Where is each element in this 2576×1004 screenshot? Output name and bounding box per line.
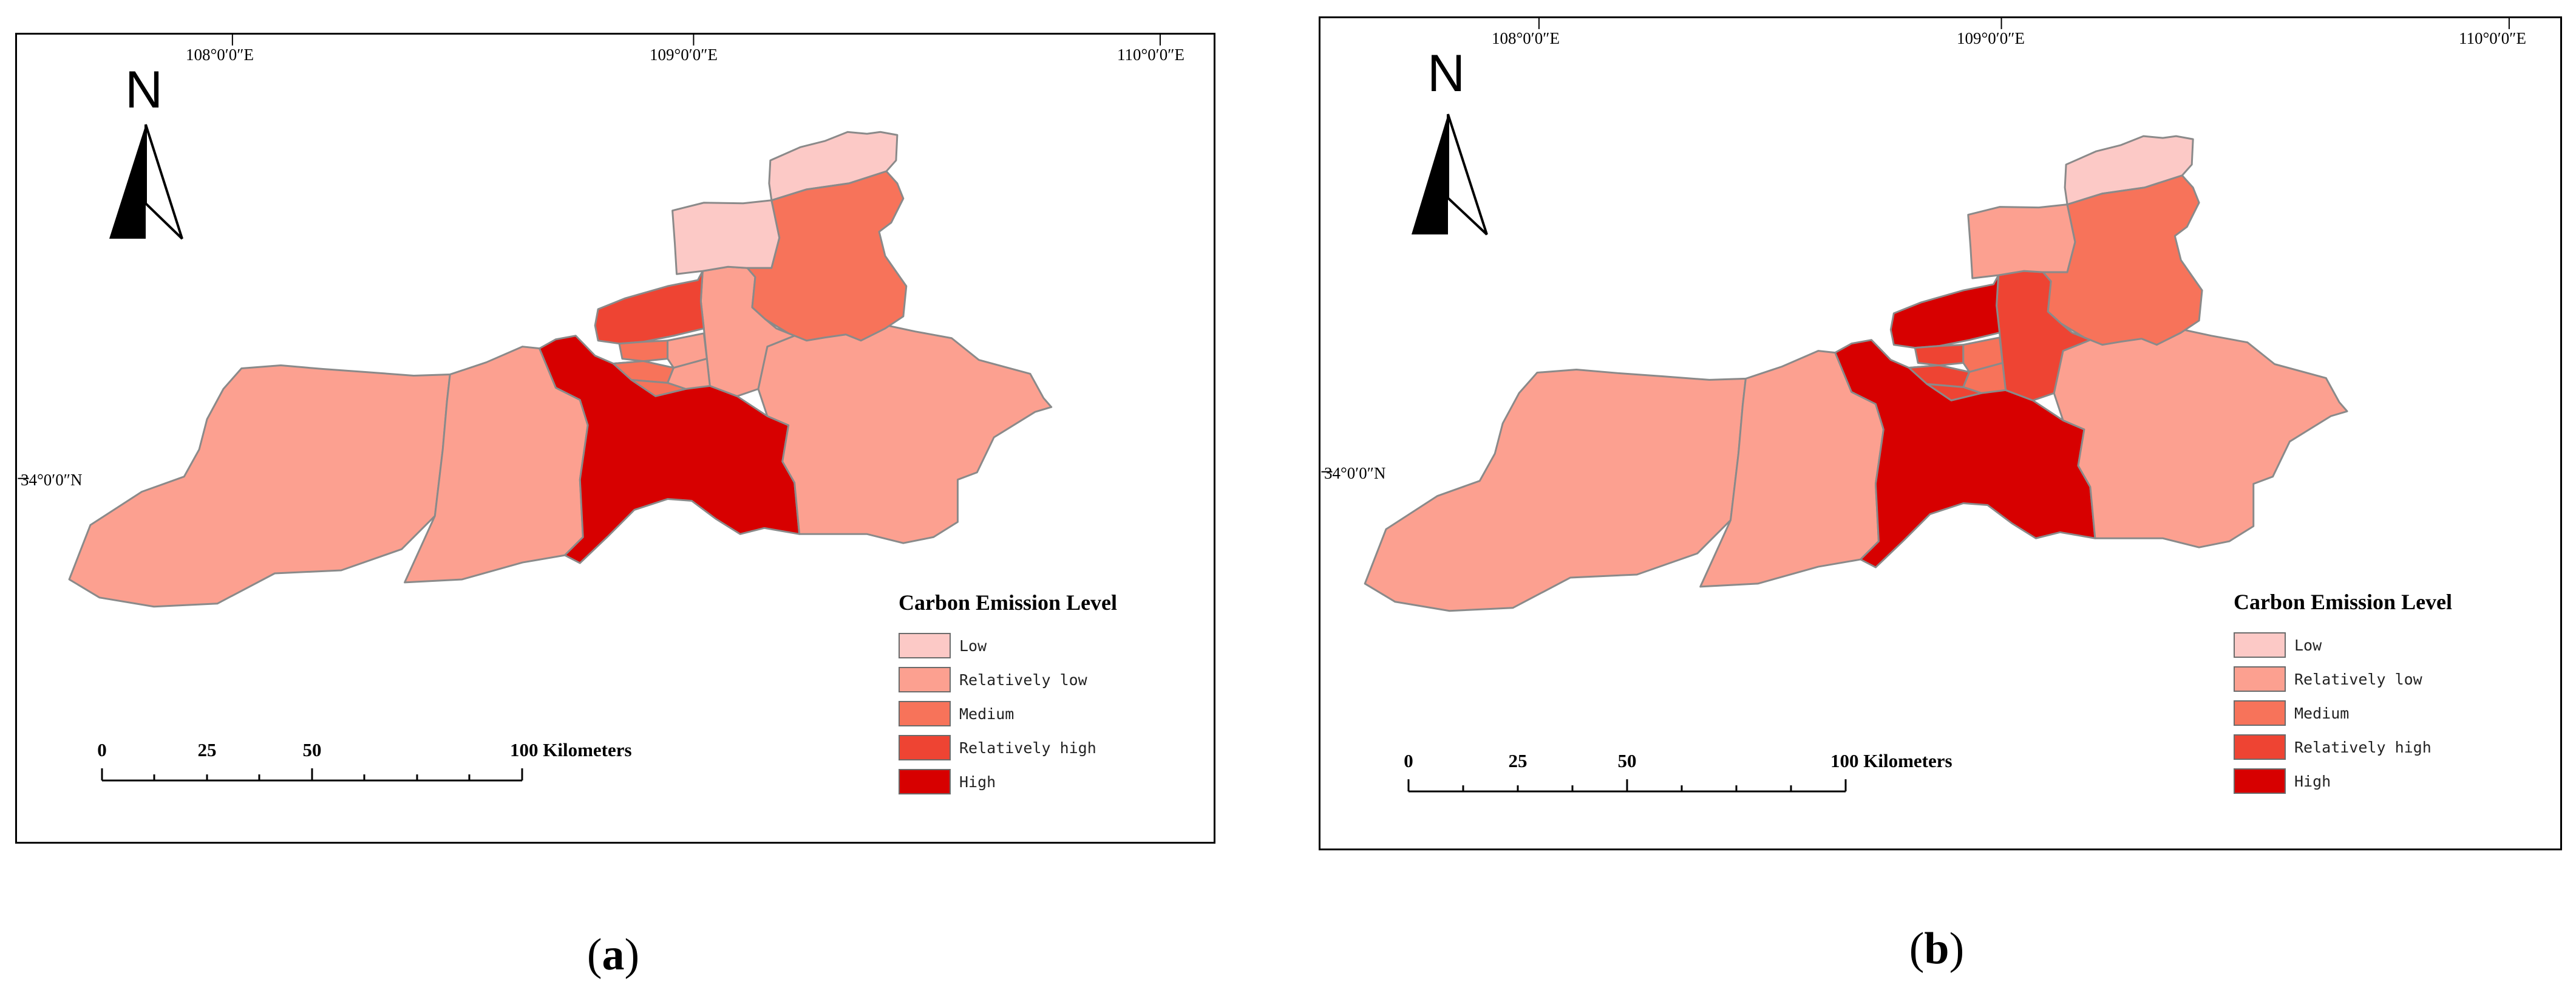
legend-label: Low (2294, 636, 2322, 654)
map-regions (68, 131, 1053, 608)
scale-label-25: 25 (197, 739, 217, 760)
region-city-core-5 (1926, 383, 1983, 401)
legend-item-relatively-high: Relatively high (899, 731, 1117, 765)
region-city-core-4 (1962, 362, 2007, 394)
legend-swatch-high (2234, 768, 2286, 794)
region-east-county (757, 321, 1053, 544)
map-panel-b: 108°0′0″E 109°0′0″E 110°0′0″E 34°0′0″N N… (1319, 16, 2562, 850)
scale-bar: 0 25 50 100 Kilometers (1404, 750, 1955, 799)
legend-item-medium: Medium (899, 697, 1117, 731)
legend-swatch-relatively-low (899, 667, 951, 692)
scale-label-100: 100 Kilometers (510, 739, 632, 760)
legend-item-relatively-low: Relatively low (2234, 662, 2452, 696)
region-north-low-district (1967, 203, 2076, 279)
legend-item-relatively-low: Relatively low (899, 663, 1117, 697)
north-arrow-icon (109, 124, 183, 240)
legend-title: Carbon Emission Level (899, 590, 1118, 615)
scale-bar-graphic (101, 768, 523, 782)
legend-swatch-high (899, 769, 951, 794)
map-panel-a: 108°0′0″E 109°0′0″E 110°0′0″E 34°0′0″N N… (15, 33, 1215, 844)
longitude-label-109: 109°0′0″E (1957, 29, 2025, 47)
legend-label: High (959, 773, 996, 791)
scale-label-50: 50 (1617, 750, 1637, 771)
region-city-core-1 (1914, 344, 1965, 366)
legend-label: High (2294, 772, 2331, 790)
legend-item-low: Low (2234, 628, 2452, 662)
region-north-west-district (594, 270, 705, 345)
legend-swatch-medium (899, 701, 951, 726)
longitude-label-108: 108°0′0″E (1492, 29, 1560, 47)
legend-item-high: High (2234, 764, 2452, 798)
scale-label-0: 0 (97, 739, 107, 760)
north-arrow-icon (1412, 114, 1488, 236)
legend-label: Relatively low (2294, 670, 2422, 688)
longitude-label-109: 109°0′0″E (650, 46, 718, 64)
legend-swatch-relatively-high (2234, 734, 2286, 760)
legend-item-low: Low (899, 629, 1117, 663)
region-north-west-district (1889, 274, 2001, 349)
north-arrow: N (1410, 44, 1492, 248)
longitude-label-110: 110°0′0″E (1117, 46, 1184, 64)
legend-swatch-low (2234, 632, 2286, 658)
scale-label-0: 0 (1404, 750, 1413, 771)
legend-label: Medium (2294, 704, 2350, 722)
north-label: N (125, 61, 163, 119)
region-city-core-4 (667, 358, 711, 390)
scale-label-50: 50 (302, 739, 322, 760)
latitude-label-34: 34°0′0″N (21, 471, 83, 489)
region-north-east-district (2042, 174, 2203, 346)
latitude-label-34: 34°0′0″N (1324, 464, 1386, 482)
legend-label: Low (959, 637, 987, 655)
legend-label: Relatively high (2294, 738, 2432, 756)
scale-bar-graphic (1407, 779, 1847, 793)
region-west-county (68, 364, 451, 608)
legend-item-medium: Medium (2234, 696, 2452, 730)
north-arrow: N (108, 61, 187, 252)
legend-swatch-low (899, 633, 951, 658)
scale-bar: 0 25 50 100 Kilometers (97, 739, 648, 788)
scale-label-25: 25 (1508, 750, 1528, 771)
region-west-county (1364, 368, 1747, 612)
legend-swatch-medium (2234, 700, 2286, 726)
region-city-core-5 (630, 378, 687, 397)
graticule-ticks (1321, 18, 2510, 473)
map-regions (1364, 135, 2348, 612)
legend: Carbon Emission Level Low Relatively low… (899, 590, 1117, 799)
graticule-ticks (18, 35, 1161, 479)
legend-label: Relatively low (959, 671, 1087, 689)
legend-item-relatively-high: Relatively high (2234, 730, 2452, 764)
longitude-label-108: 108°0′0″E (186, 46, 254, 64)
region-north-low-district (671, 199, 781, 275)
subfigure-label-b: (b) (1909, 924, 1965, 974)
legend-title: Carbon Emission Level (2234, 590, 2453, 614)
longitude-label-110: 110°0′0″E (2459, 29, 2526, 47)
north-label: N (1427, 44, 1466, 103)
legend-label: Medium (959, 705, 1014, 723)
scale-label-100: 100 Kilometers (1830, 750, 1952, 771)
legend: Carbon Emission Level Low Relatively low… (2234, 589, 2452, 798)
map-canvas (1321, 18, 2510, 612)
region-north-east-district (746, 170, 908, 342)
legend-swatch-relatively-high (899, 735, 951, 760)
map-canvas (18, 35, 1161, 608)
region-city-core-1 (618, 340, 669, 363)
legend-swatch-relatively-low (2234, 666, 2286, 692)
subfigure-label-a: (a) (586, 930, 640, 980)
region-east-county (2053, 326, 2348, 548)
legend-item-high: High (899, 765, 1117, 799)
legend-label: Relatively high (959, 739, 1096, 757)
